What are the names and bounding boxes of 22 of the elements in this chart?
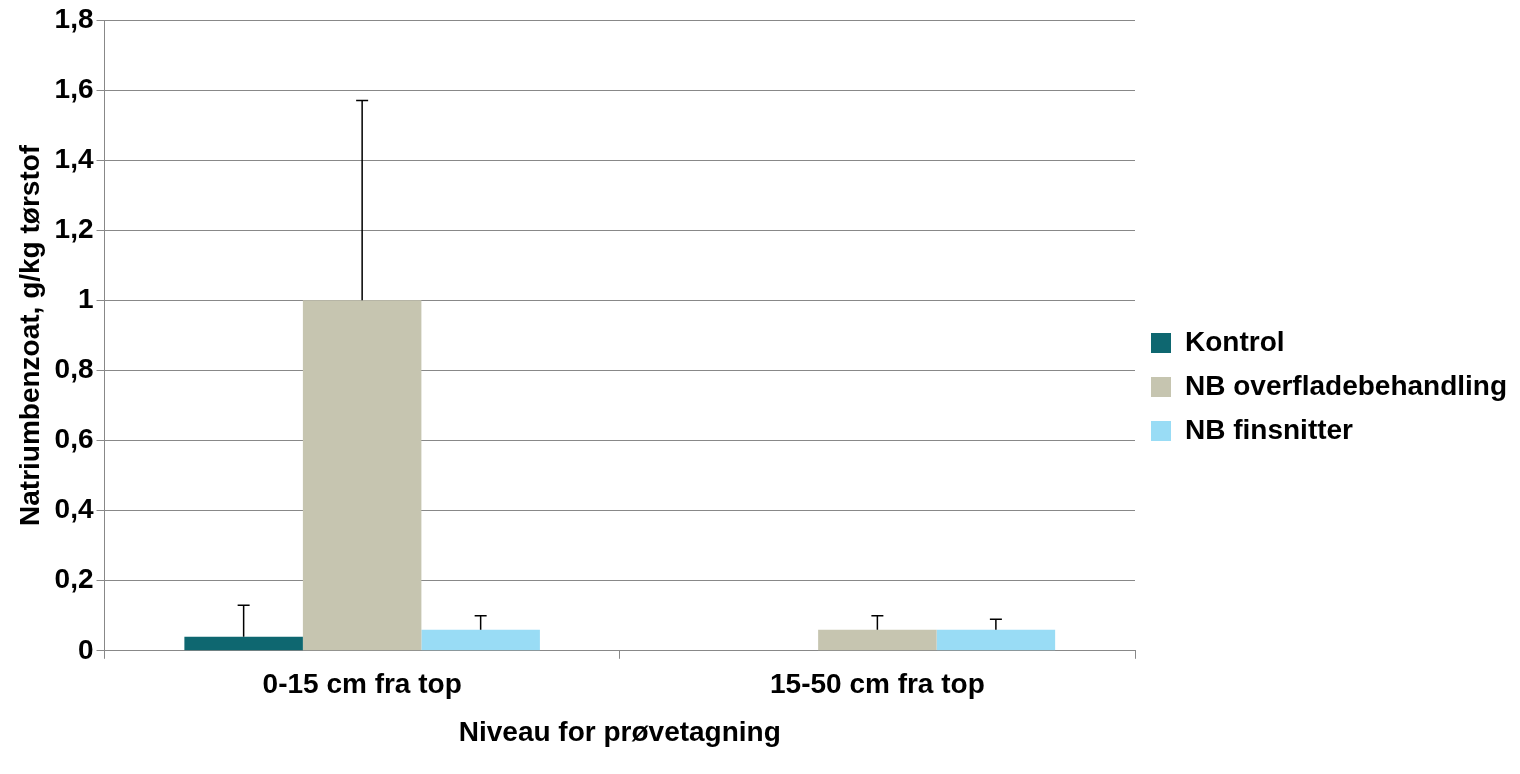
y-tick-label: 1 (77, 283, 94, 315)
y-tick-label: 1,6 (54, 72, 94, 104)
x-tick-label: 15-50 cm fra top (770, 668, 985, 700)
y-tick-label: 1,8 (54, 2, 94, 34)
y-tick-label: 0,4 (54, 493, 94, 525)
legend-label: NB finsnitter (1185, 413, 1354, 445)
x-tick-label: 0-15 cm fra top (262, 668, 462, 700)
legend-label: NB overfladebehandling (1185, 369, 1508, 401)
bar (936, 629, 1056, 651)
bar (184, 636, 303, 651)
y-tick-label: 0,2 (54, 563, 94, 595)
y-tick-label: 0 (77, 633, 94, 665)
bar (421, 629, 540, 651)
legend-label: Kontrol (1185, 325, 1285, 357)
y-tick-label: 0,6 (54, 423, 94, 455)
y-axis-title: Natriumbenzoat, g/kg tørstof (13, 144, 45, 526)
y-tick-label: 1,4 (54, 142, 94, 174)
x-axis-title: Niveau for prøvetagning (458, 715, 781, 747)
bar (302, 300, 422, 651)
bar (818, 629, 937, 651)
y-tick-label: 0,8 (54, 353, 94, 385)
y-tick-label: 1,2 (54, 212, 94, 244)
